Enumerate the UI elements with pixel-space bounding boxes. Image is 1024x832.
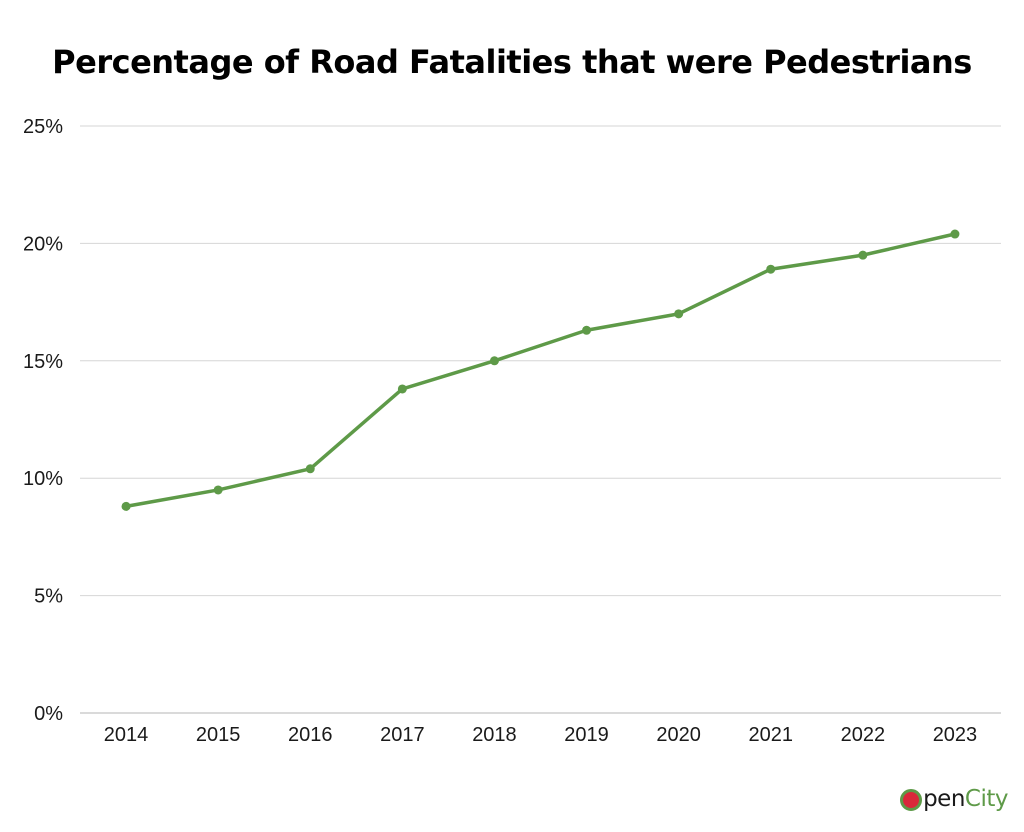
x-tick-label: 2019 [564, 724, 609, 746]
data-point [397, 384, 407, 394]
x-tick-label: 2016 [288, 724, 333, 746]
data-point [213, 485, 223, 495]
series-line [124, 232, 957, 509]
data-point [766, 264, 776, 274]
x-axis-ticks: 2014 2015 2016 2017 2018 2019 2020 2021 2022 2023 [104, 724, 977, 746]
data-point [950, 229, 960, 239]
y-tick-label: 15% [23, 351, 63, 373]
x-tick-label: 2022 [841, 724, 886, 746]
x-tick-label: 2018 [472, 724, 517, 746]
series-group [121, 229, 960, 511]
opencity-logo: pen City [900, 786, 1009, 812]
x-tick-label: 2017 [380, 724, 425, 746]
data-point [305, 464, 315, 474]
data-point [582, 325, 592, 335]
y-tick-label: 20% [23, 233, 63, 255]
chart-title: Percentage of Road Fatalities that were … [52, 43, 972, 81]
x-tick-label: 2021 [749, 724, 794, 746]
x-tick-label: 2020 [656, 724, 701, 746]
logo-text-open: pen [923, 786, 965, 812]
y-tick-label: 25% [23, 116, 63, 138]
y-axis-ticks: 0% 5% 10% 15% 20% 25% [23, 116, 63, 725]
data-point [858, 250, 868, 260]
y-tick-label: 5% [34, 586, 63, 608]
logo-text-city: City [964, 786, 1009, 812]
y-tick-label: 10% [23, 468, 63, 490]
gridlines [80, 125, 1001, 714]
x-tick-label: 2014 [104, 724, 149, 746]
x-tick-label: 2023 [933, 724, 978, 746]
data-point [489, 356, 499, 366]
x-tick-label: 2015 [196, 724, 241, 746]
opencity-o-icon [900, 789, 923, 811]
data-point [674, 309, 684, 319]
data-point [121, 501, 131, 511]
y-tick-label: 0% [34, 703, 63, 725]
